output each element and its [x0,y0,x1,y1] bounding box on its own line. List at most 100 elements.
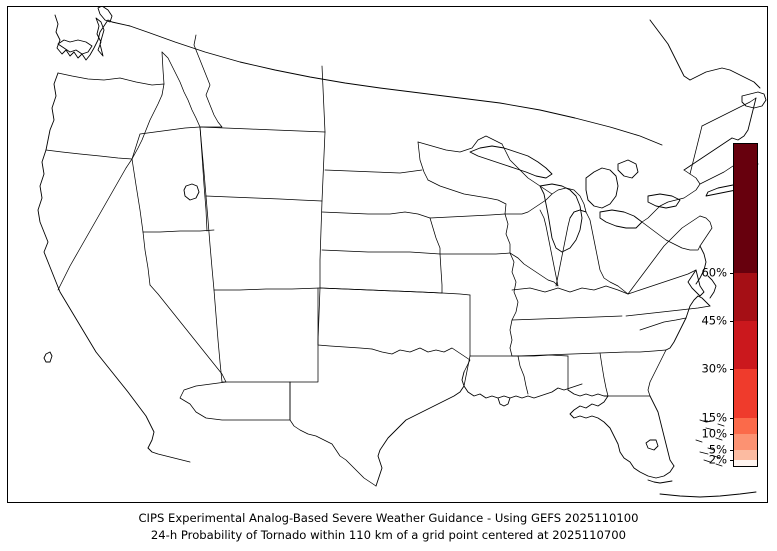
colorado-west-border [206,196,214,290]
texas-mexico-border [290,420,376,486]
florida-gulf-coast [570,396,674,478]
arizona-mexico-border [180,382,290,420]
montana-east-border [322,66,325,132]
bahamas-islands [696,420,724,466]
nm-east-border [290,288,320,382]
colorbar-band-15-30 [734,369,757,418]
north-carolina-coast [686,296,710,318]
sc-nc-border [640,318,686,330]
colorbar-tick-2 [730,459,734,461]
pennsylvania-border [628,216,700,294]
ohio-border [586,212,628,294]
chesapeake-bay [688,270,704,296]
lake-michigan [540,184,582,252]
colorbar-label-30: 30% [701,361,727,376]
great-salt-lake [184,184,199,200]
probability-colorbar[interactable]: 60% 45% 30% 15% 10% 5% 2% [701,143,758,467]
alabama-east-border [600,353,608,396]
texas-gulf-coast [376,372,464,486]
oregon-coast [46,73,58,150]
colorbar-band-45-60 [734,272,757,322]
vancouver-island [98,6,112,22]
wyoming-east-border [322,132,325,201]
california-coast [38,150,154,448]
louisiana-west-border [464,356,470,386]
lake-ontario [648,194,680,208]
us-map-panel[interactable] [7,6,768,503]
colorbar-tick-45 [730,321,734,323]
olympic-peninsula [58,40,92,54]
salton-sea [44,352,52,362]
nc-north-border [626,306,710,316]
missouri-north-border [440,253,510,254]
maine-coast [732,98,756,140]
cuba-coast [660,492,756,497]
kentucky-north-border [512,286,628,294]
colorbar-tick-15 [730,417,734,419]
florida-keys [648,480,672,483]
north-dakota-east [418,142,428,180]
alabama-gulf-coast [568,390,608,396]
figure-caption: CIPS Experimental Analog-Based Severe We… [0,510,777,544]
st-lawrence [650,20,690,80]
colorbar-label-2: 2% [708,451,727,466]
new-england-coast [684,138,732,170]
colorbar-band-0-2 [734,459,757,466]
colorbar-tick-5 [730,449,734,451]
michigan-lower-peninsula [552,188,586,218]
oregon-idaho-border [132,95,162,159]
wyoming-south-border [206,196,322,201]
idaho-montana-border [194,35,222,127]
atlantic-canada-coast [690,68,760,88]
puget-sound [96,18,104,56]
utah-west-border [132,159,143,232]
mississippi-delta [498,398,510,406]
lake-superior [470,146,552,178]
nm-south-border [222,382,290,420]
georgian-bay [618,160,638,178]
maine-border [702,98,756,126]
washington-east-border [162,52,164,84]
new-jersey [700,216,712,246]
iowa-east-border [505,214,510,253]
tennessee-north-border [512,316,622,320]
colorbar-tick-30 [730,369,734,371]
delmarva-peninsula [696,246,706,284]
utah-corner [143,232,150,285]
caption-line-2: 24-h Probability of Tornado within 110 k… [150,528,627,542]
lake-okeechobee [646,440,658,450]
nevada-california-border [58,159,132,290]
colorbar-tick-10 [730,433,734,435]
arizona-nm-border [214,290,222,382]
colorbar-band-2-5 [734,449,757,460]
nova-scotia [742,92,766,108]
oregon-california-border [46,150,132,159]
utah-south-border [143,230,214,232]
colorbar-band-30-45 [734,321,757,370]
northern-border-arc [112,22,662,145]
colorado-east-border [320,201,322,288]
nd-sd-border [325,170,422,173]
colorbar-label-60: 60% [701,265,727,280]
minnesota-east-border [428,180,506,214]
south-carolina-coast [666,318,686,350]
mississippi-west-border [518,356,528,394]
vermont-nh-border [690,126,702,174]
montana-south-border [200,127,325,132]
caption-line-1: CIPS Experimental Analog-Based Severe We… [138,511,639,525]
new-york-border [642,170,700,222]
colorado-south-border [214,288,320,290]
us-map-geography [7,6,768,503]
washington-coast [55,15,112,60]
california-arizona-border [150,285,226,382]
california-south-coast [148,448,190,462]
georgia-north-border [626,350,666,352]
florida-atlantic-coast [650,396,674,466]
utah-east-border [200,127,207,231]
colorbar-label-15: 15% [701,409,727,424]
arkansas-east-border [510,348,518,356]
texas-oklahoma-border [372,348,470,372]
nebraska-east-border [430,218,440,254]
texas-panhandle [318,288,372,349]
